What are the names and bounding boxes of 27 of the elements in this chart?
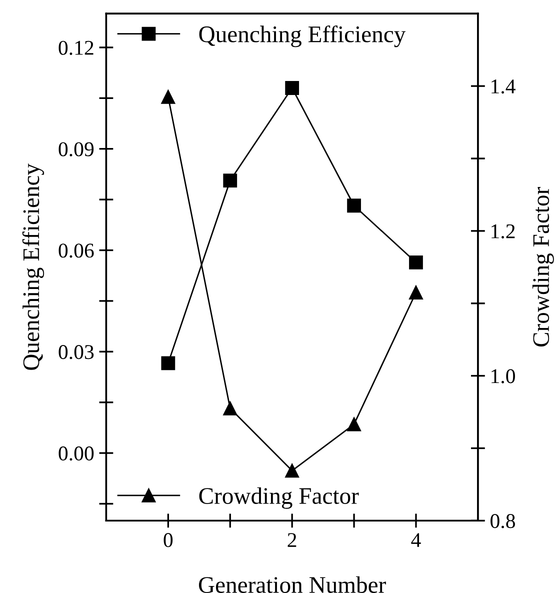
y-tick-label: 0.00 bbox=[58, 446, 94, 461]
y2-tick-label: 0.8 bbox=[490, 514, 515, 528]
y-tick-label: 0.12 bbox=[58, 40, 94, 55]
point bbox=[223, 174, 238, 188]
y-tick-label: 0.03 bbox=[58, 345, 94, 360]
x-tick-label: 4 bbox=[411, 533, 421, 547]
point bbox=[161, 90, 176, 104]
y2-tick-label: 1.0 bbox=[492, 369, 515, 384]
y-axis-title: Quenching Efficiency bbox=[22, 164, 44, 370]
point bbox=[409, 255, 423, 270]
point bbox=[223, 401, 238, 416]
legend-label: Quenching Efficiency bbox=[199, 25, 406, 48]
point bbox=[409, 286, 423, 300]
y-tick-label: 0.09 bbox=[58, 142, 94, 156]
legend-label: Crowding Factor bbox=[199, 487, 359, 509]
point bbox=[285, 81, 300, 95]
point bbox=[347, 417, 361, 432]
point bbox=[347, 198, 361, 213]
x-axis-title: Generation Number bbox=[198, 576, 386, 593]
x-tick-label: 0 bbox=[164, 533, 173, 548]
x-tick-label: 2 bbox=[288, 533, 296, 547]
point bbox=[161, 356, 176, 370]
y2-tick-label: 1.4 bbox=[492, 80, 516, 94]
y-tick-label: 0.06 bbox=[58, 244, 94, 258]
point bbox=[285, 464, 300, 478]
y2-axis-title: Crowding Factor bbox=[532, 187, 554, 347]
y2-tick-label: 1.2 bbox=[492, 224, 515, 238]
